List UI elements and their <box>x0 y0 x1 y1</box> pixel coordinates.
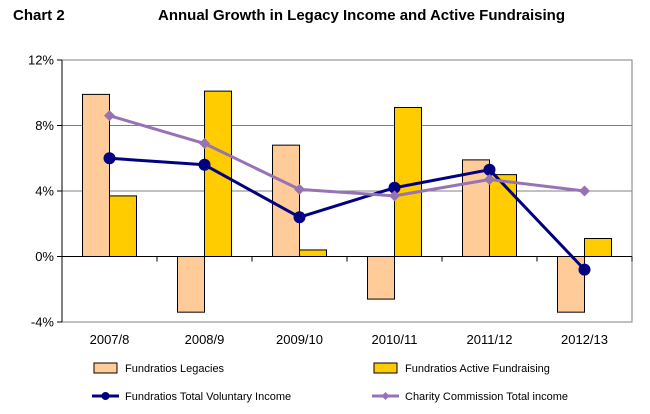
y-tick-label: 4% <box>35 184 54 199</box>
legend: Fundratios Legacies Fundratios Active Fun… <box>92 362 568 403</box>
x-tick-label: 2009/10 <box>276 332 323 347</box>
bar <box>109 195 137 258</box>
line-marker <box>389 190 400 202</box>
x-tick-label: 2010/11 <box>371 332 417 347</box>
legend-marker <box>381 392 390 400</box>
bar <box>367 256 395 300</box>
line-marker <box>294 183 305 195</box>
bars <box>82 90 612 313</box>
y-tick-label: 0% <box>35 249 54 264</box>
y-tick-label: -4% <box>31 315 55 330</box>
bar <box>299 249 327 257</box>
x-tick-label: 2011/12 <box>466 332 512 347</box>
line-marker <box>483 163 496 176</box>
legend-label: Charity Commission Total income <box>405 391 568 403</box>
x-tick-label: 2007/8 <box>90 332 130 347</box>
legend-marker <box>101 392 110 400</box>
x-tick-label: 2012/13 <box>561 332 608 347</box>
x-tick-label: 2008/9 <box>185 332 225 347</box>
line-marker <box>199 138 210 150</box>
line-marker <box>293 211 306 224</box>
series-line <box>109 156 586 271</box>
legend-swatch <box>373 362 398 374</box>
legend-label: Fundratios Active Fundraising <box>405 363 550 375</box>
bar <box>584 237 612 258</box>
line-marker <box>579 185 590 197</box>
series-line <box>109 114 585 198</box>
y-tick-label: 8% <box>35 118 54 133</box>
chart-number-label: Chart 2 <box>13 7 65 24</box>
tick-labels: -4% 0% 4% 8% 12% 2007/8 2008/9 2009/10 2010/11 20… <box>28 53 608 348</box>
line-marker <box>104 110 115 122</box>
y-tick-label: 12% <box>28 53 54 68</box>
bar <box>82 93 110 257</box>
axes <box>57 59 633 323</box>
chart-title: Annual Growth in Legacy Income and Activ… <box>158 7 565 24</box>
line-marker <box>103 152 116 165</box>
line-marker <box>198 158 211 171</box>
legend-label: Fundratios Total Voluntary Income <box>125 391 291 403</box>
line-marker <box>484 174 495 186</box>
lines <box>103 110 591 276</box>
line-marker <box>388 181 401 194</box>
bar <box>489 174 517 257</box>
line-marker <box>578 263 591 276</box>
legend-label: Fundratios Legacies <box>125 363 225 375</box>
gridlines <box>62 59 632 323</box>
bar <box>177 256 205 313</box>
legend-swatch <box>93 362 118 374</box>
bar <box>272 144 300 257</box>
